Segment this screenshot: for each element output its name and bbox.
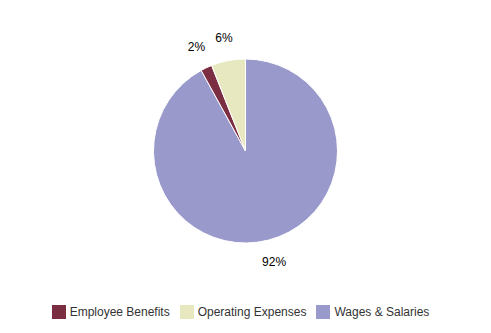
svg-text:92%: 92%: [262, 255, 286, 269]
svg-text:6%: 6%: [215, 31, 233, 45]
svg-text:2%: 2%: [188, 40, 206, 54]
html-text:Wages & Salaries: Wages & Salaries: [334, 305, 430, 319]
html-text:Employee Benefits: Employee Benefits: [69, 305, 170, 319]
html-text:Operating Expenses: Operating Expenses: [197, 305, 307, 319]
